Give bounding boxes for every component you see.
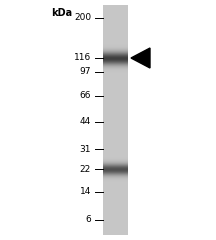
Text: 44: 44 <box>80 118 91 126</box>
Text: 6: 6 <box>85 216 91 224</box>
Text: 97: 97 <box>79 67 91 77</box>
Polygon shape <box>131 48 150 68</box>
Text: kDa: kDa <box>51 8 73 18</box>
Text: 14: 14 <box>80 187 91 197</box>
Text: 22: 22 <box>80 164 91 174</box>
Text: 116: 116 <box>74 54 91 62</box>
Text: 31: 31 <box>79 144 91 154</box>
Text: 200: 200 <box>74 13 91 23</box>
Text: 66: 66 <box>79 91 91 101</box>
